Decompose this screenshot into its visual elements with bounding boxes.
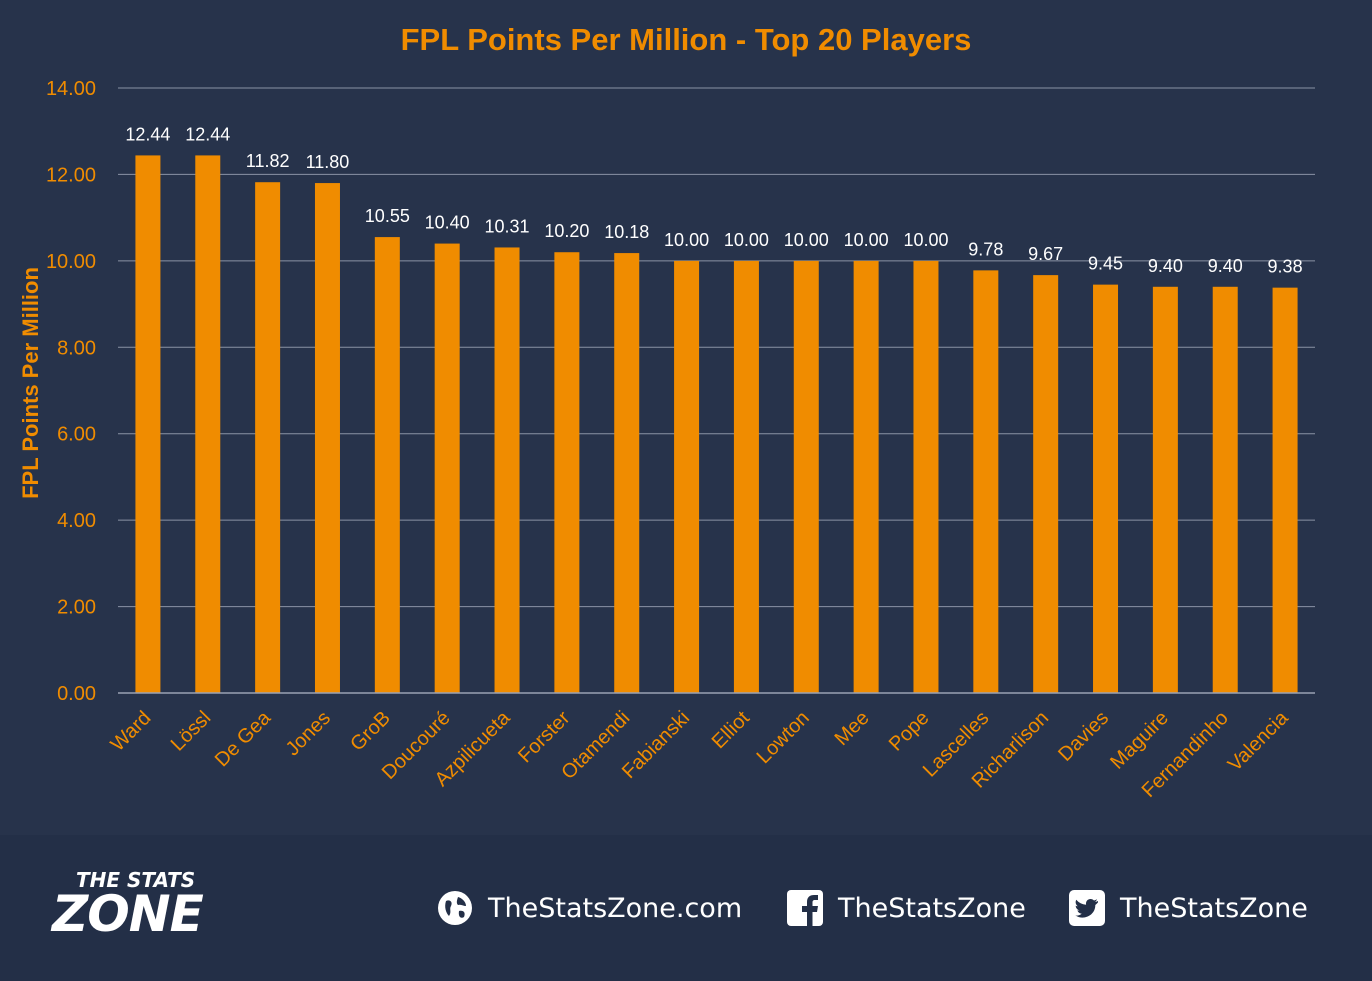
y-tick-label: 0.00 bbox=[57, 683, 96, 705]
bar bbox=[674, 260, 700, 693]
data-label: 11.80 bbox=[306, 152, 350, 172]
logo-top-text: THE STATS bbox=[76, 868, 196, 892]
x-tick-label: Valencia bbox=[1224, 706, 1293, 775]
data-label: 12.44 bbox=[125, 124, 170, 144]
bar bbox=[733, 260, 759, 693]
twitter-link[interactable]: TheStatsZone bbox=[1068, 886, 1308, 930]
bar-chart: FPL Points Per Million - Top 20 Players … bbox=[18, 22, 1315, 802]
x-tick-label: Ward bbox=[107, 707, 156, 756]
y-tick-label: 10.00 bbox=[46, 251, 96, 273]
data-label: 10.40 bbox=[425, 213, 470, 233]
data-label: 10.00 bbox=[844, 230, 889, 250]
data-label: 10.00 bbox=[724, 230, 769, 250]
data-label: 9.38 bbox=[1268, 257, 1303, 277]
x-tick-label: Davies bbox=[1054, 707, 1113, 766]
x-tick-label: Forster bbox=[514, 707, 575, 768]
y-tick-label: 14.00 bbox=[46, 78, 96, 100]
footer bbox=[0, 835, 1372, 981]
x-tick-label: Jones bbox=[282, 707, 335, 760]
x-tick-label: Mee bbox=[831, 707, 874, 750]
bar bbox=[1093, 284, 1119, 693]
website-link[interactable]: TheStatsZone.com bbox=[436, 886, 742, 930]
data-label: 10.18 bbox=[604, 222, 649, 242]
bar bbox=[554, 252, 580, 693]
bar bbox=[614, 253, 640, 694]
y-tick-labels: 0.00 2.00 4.00 6.00 8.00 10.00 12.00 14.00 bbox=[46, 78, 96, 705]
bar bbox=[913, 260, 939, 693]
facebook-text: TheStatsZone bbox=[838, 892, 1026, 924]
facebook-icon bbox=[787, 890, 823, 926]
data-label: 11.82 bbox=[246, 151, 290, 171]
x-tick-label: De Gea bbox=[211, 706, 276, 771]
website-text: TheStatsZone.com bbox=[488, 892, 743, 924]
data-label: 9.45 bbox=[1088, 254, 1123, 274]
bar bbox=[135, 155, 161, 693]
x-tick-label: Lössl bbox=[167, 707, 216, 756]
bar bbox=[793, 260, 819, 693]
data-label: 9.40 bbox=[1208, 256, 1243, 276]
data-label: 9.40 bbox=[1148, 256, 1183, 276]
chart-area: FPL Points Per Million - Top 20 Players … bbox=[18, 22, 1315, 802]
data-label: 10.00 bbox=[664, 230, 709, 250]
bar bbox=[255, 182, 281, 693]
bar bbox=[434, 243, 460, 694]
y-tick-label: 2.00 bbox=[57, 597, 96, 619]
gridlines bbox=[118, 87, 1315, 608]
x-tick-label: Elliot bbox=[708, 707, 755, 754]
bar bbox=[1033, 275, 1059, 693]
y-tick-label: 4.00 bbox=[57, 510, 96, 532]
bar bbox=[1212, 286, 1238, 693]
data-label: 9.67 bbox=[1028, 244, 1063, 264]
stats-zone-logo: THE STATS ZONE bbox=[52, 868, 292, 958]
bar bbox=[494, 247, 520, 694]
data-label: 9.78 bbox=[968, 239, 1003, 259]
bars bbox=[135, 155, 1298, 694]
data-labels: 12.44 12.44 11.82 11.80 10.55 10.40 10.31 10.20… bbox=[125, 124, 1302, 276]
data-label: 10.20 bbox=[544, 221, 589, 241]
data-label: 10.31 bbox=[485, 216, 530, 236]
bar bbox=[195, 155, 221, 693]
twitter-text: TheStatsZone bbox=[1120, 892, 1308, 924]
data-label: 12.44 bbox=[185, 124, 230, 144]
facebook-link[interactable]: TheStatsZone bbox=[786, 886, 1026, 930]
y-tick-label: 8.00 bbox=[57, 337, 96, 359]
y-tick-label: 6.00 bbox=[57, 424, 96, 446]
y-axis-label: FPL Points Per Million bbox=[18, 267, 43, 499]
x-tick-label: Pope bbox=[885, 707, 934, 756]
chart-title: FPL Points Per Million - Top 20 Players bbox=[401, 22, 972, 57]
x-tick-label: GroB bbox=[346, 707, 395, 756]
bar bbox=[1272, 287, 1298, 693]
bar bbox=[314, 183, 340, 694]
logo-main-text: ZONE bbox=[52, 885, 204, 943]
data-label: 10.55 bbox=[365, 206, 410, 226]
x-tick-label: Lowton bbox=[753, 707, 814, 768]
y-tick-label: 12.00 bbox=[46, 164, 96, 186]
data-label: 10.00 bbox=[784, 230, 829, 250]
bar bbox=[973, 270, 999, 693]
bar bbox=[374, 237, 400, 693]
data-label: 10.00 bbox=[903, 230, 948, 250]
twitter-icon bbox=[1069, 890, 1105, 926]
globe-icon bbox=[438, 891, 472, 925]
bar bbox=[853, 260, 879, 693]
bar bbox=[1152, 286, 1178, 693]
